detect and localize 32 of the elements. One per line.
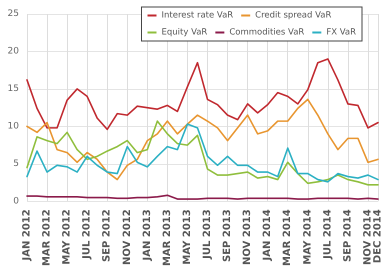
x-tick-label: MAY 2014: [302, 209, 314, 265]
x-tick-label: NOV 2014: [362, 209, 374, 265]
x-tick-label: JUL 2014: [322, 209, 334, 260]
line-series: [26, 58, 379, 130]
x-tick-label: SEP 2012: [102, 209, 113, 262]
legend-label: Interest rate VaR: [161, 10, 234, 20]
x-tick-label: NOV 2013: [242, 209, 254, 265]
legend-label: Credit spread VaR: [255, 10, 332, 20]
x-tick-label: JAN 2012: [22, 209, 32, 262]
x-tick-label: MAY 2013: [182, 209, 193, 265]
y-tick-label: 15: [8, 84, 19, 94]
y-tick-label: 5: [13, 158, 19, 169]
line-series: [26, 98, 379, 180]
legend-label: FX VaR: [326, 28, 356, 38]
x-tick-label: SEP 2014: [342, 209, 354, 262]
x-tick-label: JUL 2013: [202, 209, 214, 260]
x-tick-label: DEC 2014: [372, 209, 384, 264]
y-tick-label: 0: [13, 196, 20, 206]
x-tick-label: JUL 2012: [82, 209, 93, 260]
x-tick-label: MAR 2013: [162, 209, 173, 266]
x-tick-label: MAY 2012: [62, 209, 73, 265]
x-tick-label: MAR 2014: [282, 209, 294, 266]
y-tick-label: 20: [8, 46, 20, 56]
x-tick-label: JAN 2013: [142, 209, 153, 262]
x-tick-label: JAN 2014: [262, 209, 274, 262]
legend-label: Equity VaR: [161, 28, 208, 38]
legend-label: Commodities VaR: [229, 28, 304, 38]
y-tick-label: 10: [8, 121, 20, 132]
x-tick-label: SEP 2013: [222, 209, 234, 262]
x-tick-label: MAR 2012: [42, 209, 53, 266]
x-tick-label: NOV 2012: [122, 209, 133, 265]
y-tick-label: 25: [8, 9, 19, 19]
